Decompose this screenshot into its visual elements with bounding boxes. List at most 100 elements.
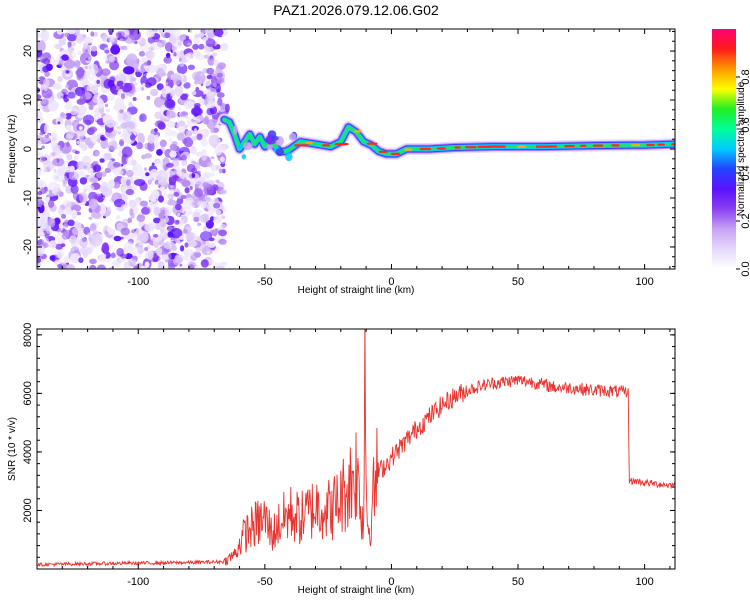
noise-speck [210,164,217,172]
noise-speck [179,263,183,267]
noise-speck [175,200,182,205]
noise-speck [133,265,139,269]
noise-speck [44,71,50,77]
noise-speck [101,181,109,189]
noise-speck [162,191,167,197]
noise-speck [57,207,64,216]
trace-blob [288,133,297,141]
noise-speck [176,132,185,141]
noise-speck [193,216,200,223]
noise-speck [130,259,137,265]
noise-speck [149,88,159,97]
noise-speck [216,92,225,98]
noise-speck [122,177,133,186]
noise-speck [90,31,95,37]
noise-speck [101,187,113,197]
noise-speck [195,115,204,122]
noise-speck [61,232,69,240]
noise-speck [120,46,124,51]
noise-speck [171,29,181,38]
noise-speck [183,100,196,110]
noise-speck [137,246,144,254]
noise-speck [128,102,133,108]
noise-speck [78,126,83,130]
noise-speck [145,250,154,260]
noise-speck [109,60,120,71]
noise-speck [149,168,159,178]
noise-speck [132,77,137,82]
noise-speck [200,213,210,223]
noise-speck [212,82,217,87]
noise-speck [121,146,133,158]
noise-speck [93,164,102,172]
noise-speck [209,126,215,134]
noise-speck [69,165,75,173]
noise-speck [68,171,80,181]
noise-speck [110,252,116,259]
noise-speck [176,63,188,75]
noise-speck [200,73,204,76]
noise-speck [168,231,172,237]
trace-blob [241,154,246,160]
noise-speck [204,241,210,247]
noise-speck [48,217,56,228]
snr-frame [36,328,676,570]
noise-speck [132,166,138,171]
noise-speck [121,156,128,165]
trace-blob [238,144,243,151]
noise-speck [153,140,160,148]
noise-speck [164,32,171,39]
noise-speck [116,80,124,87]
noise-speck [97,196,104,203]
noise-speck [80,246,93,255]
noise-speck [89,264,97,269]
noise-speck [186,130,193,138]
noise-speck [144,247,149,252]
noise-speck [96,264,106,269]
noise-speck [78,138,85,148]
noise-speck [173,191,180,197]
noise-speck [186,164,196,173]
noise-speck [49,255,56,261]
noise-speck [119,38,124,42]
noise-speck [37,94,42,100]
noise-speck [88,191,98,202]
noise-speck [42,78,50,88]
noise-speck [164,99,176,109]
noise-speck [105,119,116,128]
noise-speck [184,242,189,248]
noise-speck [145,172,150,177]
noise-speck [191,173,196,178]
noise-speck [102,253,107,258]
noise-speck [119,141,124,146]
noise-speck [165,162,174,168]
noise-speck [208,237,215,242]
noise-speck [166,110,173,118]
noise-speck [120,49,124,53]
noise-speck [72,191,79,200]
noise-speck [186,115,192,123]
noise-speck [185,197,194,205]
noise-speck [163,170,175,178]
colorbar-tick-label: 0.4 [740,165,750,180]
noise-speck [206,107,214,116]
noise-speck [136,142,143,150]
noise-speck [51,132,58,139]
noise-speck [202,182,210,188]
noise-speck [90,84,99,95]
noise-speck [134,40,138,45]
noise-speck [168,137,173,143]
noise-speck [213,29,224,37]
snr-panel: -100 -50 0 50 100 2000 4000 6000 8000 Height of … [7,323,676,596]
noise-speck [77,51,82,56]
noise-speck [176,36,181,41]
noise-speck [108,55,115,63]
trace-blob [285,152,293,162]
noise-speck [161,254,169,261]
noise-speck [186,42,192,46]
noise-speck [51,137,58,142]
noise-speck [177,212,181,217]
noise-speck [144,261,150,268]
noise-speck [79,93,87,103]
